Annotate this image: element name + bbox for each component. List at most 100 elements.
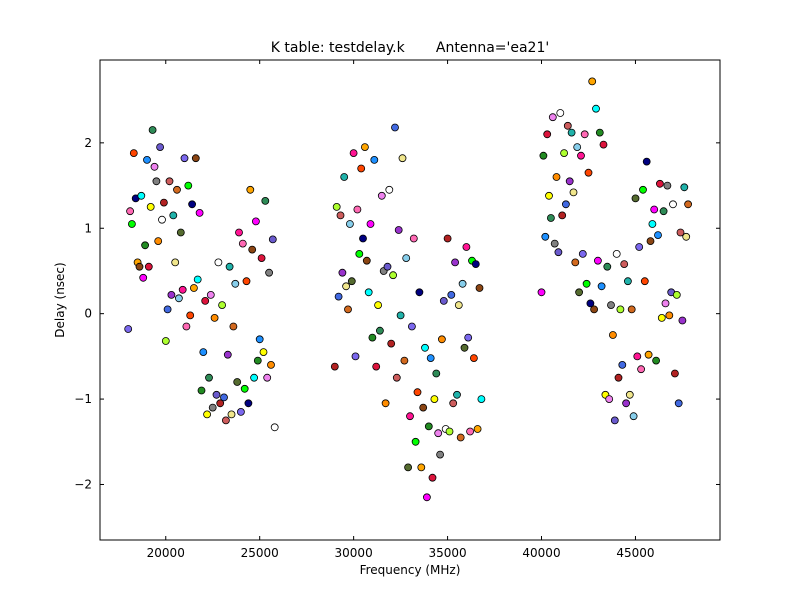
data-point [223,350,232,359]
data-point [225,262,234,271]
plot-frame [99,59,721,541]
data-point [171,258,180,267]
data-point [648,220,657,228]
data-point [359,234,367,243]
data-point [552,173,561,181]
data-point [624,277,632,286]
data-point [347,277,356,286]
data-point [143,155,151,164]
data-point [562,200,570,209]
data-point [261,196,270,205]
x-tick-label: 45000 [616,546,654,560]
data-point [616,305,625,314]
data-point [267,360,275,369]
data-point [629,412,638,421]
data-point [178,285,187,294]
data-point [631,194,640,203]
data-point [409,234,418,243]
data-point [456,433,465,442]
data-point [471,260,480,269]
data-point [208,403,217,412]
data-point [539,151,548,160]
data-point [417,463,426,472]
data-point [406,412,414,421]
data-point [447,290,456,299]
y-axis-label: Delay (nsec) [53,262,67,337]
data-point [251,217,260,226]
data-point [422,493,431,502]
data-point [586,299,595,308]
data-point [595,128,604,137]
data-point [402,254,411,263]
data-point [607,301,615,310]
x-tick-label: 20000 [147,546,185,560]
data-point [663,181,672,190]
data-point [569,188,578,197]
data-point [370,155,379,164]
data-point [426,354,435,363]
data-point [193,275,202,284]
data-point [212,390,221,399]
data-point [449,399,458,408]
data-point [445,427,454,436]
data-point [453,390,461,399]
data-point [218,301,227,310]
data-point [236,407,245,416]
data-point [473,425,482,433]
data-point [421,343,429,352]
data-point [235,228,243,237]
data-point [671,369,679,378]
data-point [186,311,195,320]
data-point [436,450,445,459]
data-point [637,365,645,374]
data-point [396,311,405,320]
data-point [548,113,557,122]
data-point [191,154,200,163]
data-point [195,208,204,217]
data-point [635,243,644,251]
data-point [443,234,452,243]
data-point [588,77,597,86]
data-point [605,395,614,404]
data-point [541,232,550,241]
data-point [669,200,677,209]
data-point [411,437,420,446]
data-point [597,282,606,291]
y-tick-label: −1 [74,392,92,406]
data-point [674,399,683,408]
data-point [124,325,133,333]
data-point [336,211,345,220]
data-point [558,211,567,220]
data-point [127,220,136,228]
data-point [357,164,366,173]
data-point [372,362,381,371]
data-point [633,352,642,361]
data-point [424,422,433,431]
data-point [169,211,178,220]
data-point [240,384,249,393]
data-point [413,388,422,397]
data-point [205,373,213,382]
data-point [434,429,443,438]
data-point [462,243,471,251]
data-point [592,104,600,113]
data-point [678,316,687,325]
data-point [676,228,685,237]
data-point [659,207,668,216]
data-point [599,140,608,149]
data-point [451,258,460,267]
data-point [221,416,230,425]
data-point [454,301,463,310]
data-point [672,290,681,299]
data-point [389,271,398,280]
data-point [644,350,653,359]
data-point [573,143,582,152]
y-tick-label: 2 [84,136,92,150]
data-point [250,373,259,382]
data-point [612,249,621,258]
data-point [259,348,268,357]
data-point [167,290,176,299]
data-point [366,220,375,228]
data-point [584,168,593,177]
data-point [547,214,555,222]
